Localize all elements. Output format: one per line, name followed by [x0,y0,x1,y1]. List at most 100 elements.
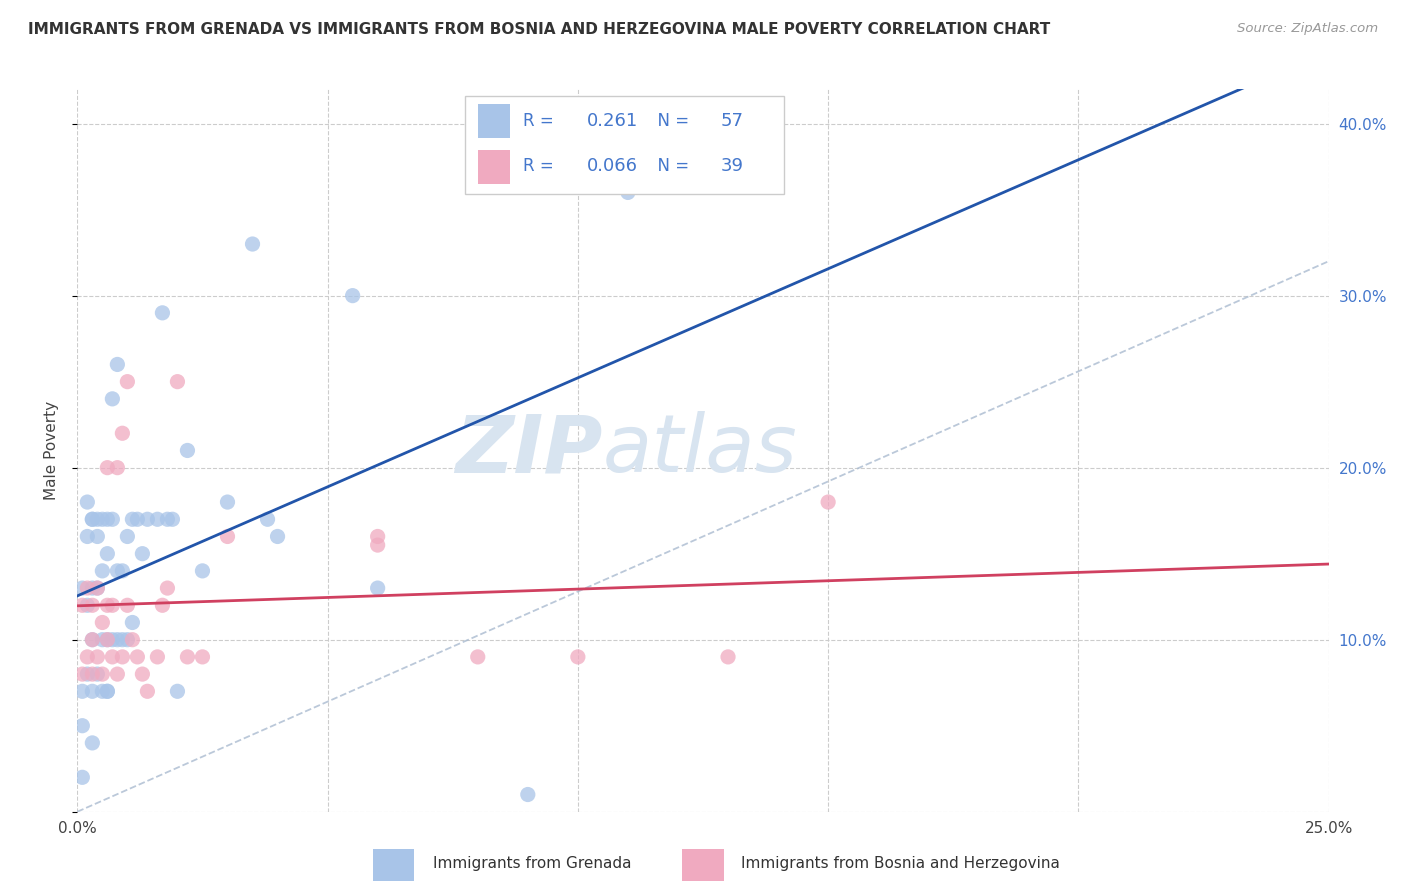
Text: Source: ZipAtlas.com: Source: ZipAtlas.com [1237,22,1378,36]
Point [117,632,139,647]
Point [101,649,124,664]
Point [117,529,139,543]
Point [111,564,134,578]
Point [91,632,114,647]
Point [96,632,118,647]
Point [111,426,134,441]
Point [367,581,389,595]
Point [817,495,839,509]
Point [516,788,538,802]
Point [176,649,198,664]
Point [86,581,108,595]
Point [96,512,118,526]
Point [567,649,589,664]
Point [105,564,128,578]
Point [72,770,94,784]
Point [467,649,489,664]
Point [91,512,114,526]
Point [101,512,124,526]
Point [152,599,174,613]
Point [105,632,128,647]
Y-axis label: Male Poverty: Male Poverty [44,401,59,500]
Point [342,288,364,302]
Point [152,306,174,320]
Point [156,512,179,526]
Point [191,564,214,578]
Point [111,649,134,664]
Point [82,581,104,595]
Point [217,495,239,509]
Point [367,538,389,552]
Point [146,512,169,526]
Point [367,529,389,543]
Point [111,632,134,647]
Point [76,667,98,681]
Point [86,581,108,595]
Point [72,667,94,681]
Point [176,443,198,458]
Point [82,736,104,750]
Point [96,684,118,698]
Point [72,599,94,613]
FancyBboxPatch shape [373,849,415,881]
Point [76,649,98,664]
Point [91,684,114,698]
Point [82,684,104,698]
Point [76,495,98,509]
Text: atlas: atlas [603,411,797,490]
Text: IMMIGRANTS FROM GRENADA VS IMMIGRANTS FROM BOSNIA AND HERZEGOVINA MALE POVERTY C: IMMIGRANTS FROM GRENADA VS IMMIGRANTS FR… [28,22,1050,37]
Point [86,512,108,526]
Point [242,237,264,252]
Point [96,599,118,613]
Point [82,632,104,647]
Text: Immigrants from Grenada: Immigrants from Grenada [433,856,631,871]
Point [96,460,118,475]
Point [91,564,114,578]
Point [76,581,98,595]
Point [101,599,124,613]
Point [96,547,118,561]
FancyBboxPatch shape [682,849,724,881]
Point [191,649,214,664]
Point [82,512,104,526]
Point [76,529,98,543]
Point [121,615,143,630]
Point [166,684,188,698]
Point [82,599,104,613]
Point [101,392,124,406]
Point [156,581,179,595]
Text: ZIP: ZIP [456,411,603,490]
Point [131,667,153,681]
Point [717,649,740,664]
Point [121,512,143,526]
Point [91,667,114,681]
Point [96,684,118,698]
Point [105,358,128,372]
Point [82,512,104,526]
Point [72,719,94,733]
Point [136,512,159,526]
Point [105,460,128,475]
Point [256,512,278,526]
Point [217,529,239,543]
Point [91,615,114,630]
Point [146,649,169,664]
Point [82,667,104,681]
Point [101,632,124,647]
Point [127,512,149,526]
Point [117,375,139,389]
Text: Immigrants from Bosnia and Herzegovina: Immigrants from Bosnia and Herzegovina [741,856,1060,871]
Point [117,599,139,613]
Point [166,375,188,389]
Point [105,667,128,681]
Point [72,684,94,698]
Point [136,684,159,698]
Point [617,186,640,200]
Point [72,581,94,595]
Point [76,599,98,613]
Point [131,547,153,561]
Point [82,632,104,647]
Point [86,649,108,664]
Point [162,512,184,526]
Point [86,667,108,681]
